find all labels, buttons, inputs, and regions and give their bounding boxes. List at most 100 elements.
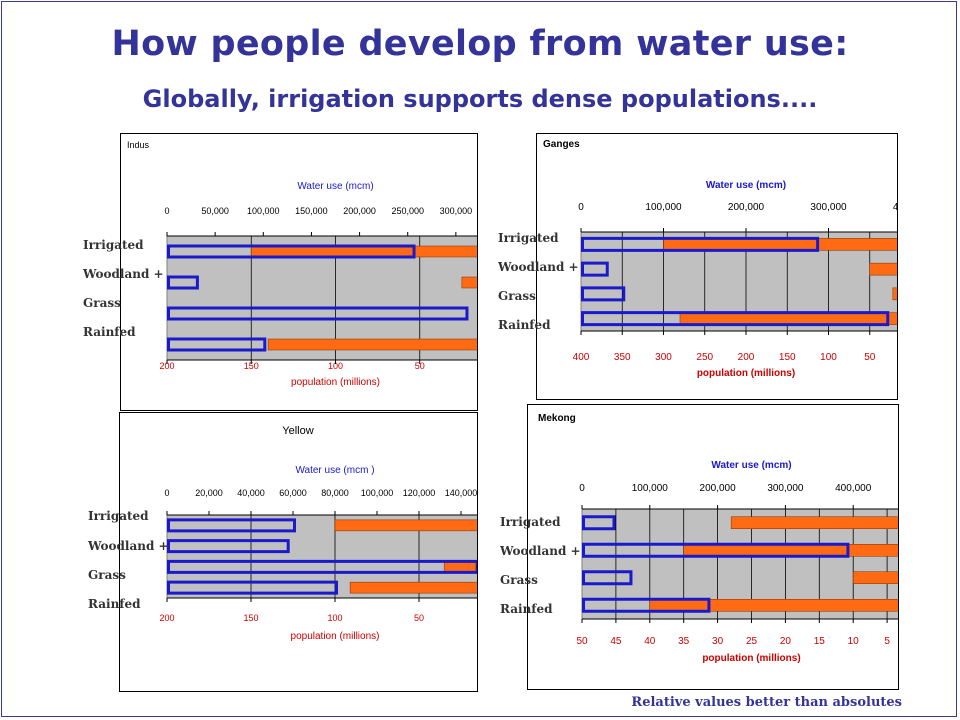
water-use-bar: [167, 518, 296, 533]
water-use-bar: [582, 542, 850, 558]
bottom-tick-label: 10: [848, 636, 860, 647]
water-use-bar: [167, 275, 199, 290]
chart-svg: Indus Water use (mcm) 0 50,000 100,000 150,00…: [127, 140, 477, 388]
category-label: Irrigated: [88, 509, 149, 523]
category-label: Rainfed: [88, 597, 141, 611]
chart-svg: Yellow Water use (mcm ) 0 20,000 40,000 60,00…: [159, 425, 477, 642]
bottom-tick-label: 100: [820, 352, 837, 363]
top-tick-label: 100,000: [361, 488, 394, 498]
water-use-bar: [582, 570, 633, 586]
water-use-bar: [581, 261, 609, 277]
water-use-bar: [167, 244, 416, 259]
top-tick-label: 60,000: [279, 488, 307, 498]
top-tick-label: 300,000: [440, 206, 473, 216]
top-axis-title: Water use (mcm): [297, 181, 373, 192]
top-tick-label: 0: [579, 483, 585, 494]
water-use-bar: [581, 311, 890, 327]
top-tick-label: 200,000: [700, 483, 737, 494]
water-use-bar: [167, 337, 267, 352]
top-tick-label: 0: [164, 488, 169, 498]
slide-title: How people develop from water use:: [111, 24, 849, 64]
bottom-tick-label: 35: [678, 636, 690, 647]
top-tick-label: 20,000: [195, 488, 223, 498]
top-tick-label: 200,000: [343, 206, 376, 216]
category-label: Woodland +: [83, 267, 164, 281]
top-tick-label: 300,000: [810, 202, 847, 213]
category-label: Grass: [88, 568, 126, 582]
slide-subtitle: Globally, irrigation supports dense popu…: [142, 85, 818, 113]
top-tick-label: 100,000: [645, 202, 682, 213]
category-label: Rainfed: [498, 318, 551, 332]
population-bar: [730, 516, 898, 529]
chart-title: Yellow: [282, 425, 313, 437]
category-label: Grass: [83, 296, 121, 310]
top-tick-label: 50,000: [201, 206, 229, 216]
top-tick-label: 100,000: [632, 483, 669, 494]
bottom-tick-label: 5: [884, 636, 890, 647]
top-tick-label: 200,000: [728, 202, 765, 213]
water-use-bar: [167, 539, 290, 554]
chart-panel-ganges: Ganges Water use (mcm) 0 100,000 200,000 300,…: [536, 133, 898, 400]
population-bar: [461, 276, 477, 289]
category-label: Rainfed: [500, 602, 553, 616]
top-tick-label: 300,000: [767, 483, 804, 494]
top-tick-label: 0: [578, 202, 584, 213]
category-label: Woodland +: [500, 544, 581, 558]
population-bar: [649, 599, 898, 612]
water-use-bar: [582, 515, 616, 531]
bottom-tick-label: 20: [780, 636, 792, 647]
chart-panel-yellow: Yellow Water use (mcm ) 0 20,000 40,000 60,00…: [119, 412, 478, 692]
water-use-bar: [167, 559, 477, 574]
chart-svg: Ganges Water use (mcm) 0 100,000 200,000 300,…: [543, 139, 897, 379]
bottom-tick-label: 50: [415, 361, 425, 371]
top-tick-label: 250,000: [391, 206, 424, 216]
bottom-tick-label: 25: [746, 636, 758, 647]
population-bar: [852, 571, 898, 584]
footnote: Relative values better than absolutes: [631, 695, 902, 710]
category-label: Irrigated: [498, 231, 559, 245]
bottom-tick-label: 15: [814, 636, 826, 647]
water-use-bar: [167, 580, 338, 595]
bottom-tick-label: 40: [644, 636, 656, 647]
top-axis-title: Water use (mcm): [711, 460, 791, 471]
category-label: Woodland +: [498, 260, 579, 274]
top-axis-title: Water use (mcm): [706, 180, 786, 191]
water-use-bar: [581, 286, 626, 302]
population-bar: [349, 581, 477, 594]
chart-title: Mekong: [538, 413, 576, 424]
bottom-tick-label: 350: [614, 352, 631, 363]
top-tick-label: 120,000: [403, 488, 436, 498]
water-use-bar: [167, 306, 469, 321]
category-label: Grass: [498, 289, 536, 303]
chart-title: Ganges: [543, 139, 580, 150]
chart-panel-indus: Indus Water use (mcm) 0 50,000 100,000 150,00…: [120, 133, 478, 411]
category-label: Woodland +: [88, 539, 169, 553]
chart-svg: Mekong Water use (mcm) 0 100,000 200,000 300,…: [538, 413, 898, 664]
bottom-tick-label: 50: [864, 352, 876, 363]
top-tick-label: 150,000: [295, 206, 328, 216]
bottom-tick-label: 100: [327, 613, 342, 623]
bottom-tick-label: 50: [576, 636, 588, 647]
population-bar: [683, 544, 898, 557]
category-label: Irrigated: [500, 515, 561, 529]
bottom-tick-label: 45: [610, 636, 622, 647]
population-bar: [892, 287, 897, 301]
bottom-tick-label: 300: [655, 352, 672, 363]
top-tick-label: 40,000: [237, 488, 265, 498]
category-label: Grass: [500, 573, 538, 587]
bottom-tick-label: 100: [328, 361, 343, 371]
bottom-tick-label: 30: [712, 636, 724, 647]
population-bar: [869, 262, 897, 276]
top-tick-label: 0: [164, 206, 169, 216]
bottom-tick-label: 150: [244, 361, 259, 371]
water-use-bar: [581, 236, 820, 252]
top-tick-label: 400,000: [835, 483, 872, 494]
bottom-tick-label: 50: [414, 613, 424, 623]
population-bar: [251, 245, 477, 258]
water-use-bar: [582, 597, 711, 613]
population-bar: [679, 312, 897, 325]
bottom-axis-title: population (millions): [291, 377, 380, 388]
bottom-tick-label: 200: [159, 361, 174, 371]
population-bar: [267, 338, 477, 351]
